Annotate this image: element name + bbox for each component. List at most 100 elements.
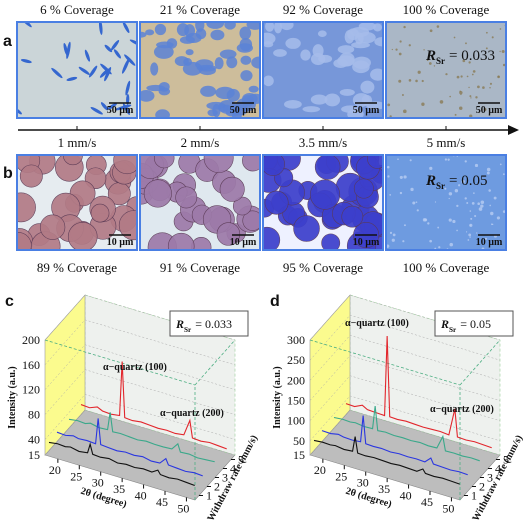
crystal — [219, 49, 237, 59]
crystal — [110, 39, 120, 51]
speck — [482, 86, 485, 89]
box-edge — [44, 339, 196, 386]
crystal — [285, 37, 301, 49]
crystal — [273, 49, 287, 57]
ratio-symbol: R — [175, 317, 184, 331]
peak-annotation: α−quartz (100) — [103, 362, 167, 373]
speck — [459, 106, 463, 110]
image-border — [385, 154, 507, 251]
speck — [478, 207, 483, 211]
cell — [17, 192, 36, 223]
crystal — [90, 106, 103, 115]
crystal — [210, 29, 225, 41]
speck — [415, 201, 418, 204]
x-tick-label: 20 — [314, 463, 326, 477]
speck — [429, 239, 433, 243]
speck — [483, 107, 487, 112]
x-tick-label: 30 — [357, 476, 369, 490]
x-tick-label: 45 — [421, 495, 433, 509]
speck — [427, 222, 430, 225]
crystal — [104, 44, 113, 53]
speck — [453, 36, 456, 39]
speck — [467, 239, 470, 241]
image-bg — [386, 155, 506, 250]
x-tick-label: 50 — [177, 501, 189, 515]
speck — [397, 158, 399, 161]
speck — [499, 163, 502, 166]
speck — [410, 187, 414, 192]
peak-annotation: α−quartz (200) — [160, 408, 224, 419]
crystal — [98, 22, 103, 35]
image-border — [262, 21, 384, 119]
peak-annotation: α−quartz (200) — [430, 404, 494, 415]
crystal — [240, 70, 253, 82]
micrograph — [140, 155, 260, 250]
x-tick-label: 35 — [113, 482, 125, 496]
speck — [398, 79, 402, 83]
crystal — [317, 30, 327, 38]
speck — [421, 102, 425, 106]
grid-line — [44, 319, 236, 366]
speck — [403, 109, 407, 114]
speck — [436, 25, 440, 28]
speck — [459, 90, 461, 93]
speck — [454, 189, 459, 193]
x-tick-label: 40 — [400, 489, 412, 503]
xrd-trace — [80, 361, 227, 450]
ratio-sub: Sr — [436, 56, 445, 66]
xrd-trace — [313, 436, 460, 485]
crystal — [347, 108, 364, 118]
speck — [391, 238, 395, 242]
speck — [433, 65, 436, 67]
speck — [489, 204, 491, 207]
xrd-trace — [321, 415, 468, 476]
crystal — [215, 86, 235, 100]
micrograph — [17, 155, 137, 250]
speck — [395, 48, 398, 51]
ratio-value: = 0.033 — [195, 317, 232, 331]
cell — [67, 221, 98, 250]
speck — [417, 70, 421, 74]
speck — [480, 200, 485, 205]
ratio-label: RSr = 0.05 — [440, 317, 491, 334]
x-tick-label: 20 — [49, 463, 61, 477]
crystal — [236, 43, 253, 53]
speck — [475, 96, 478, 99]
crystal — [263, 75, 274, 87]
speck — [502, 63, 506, 67]
speck — [454, 113, 457, 116]
grid-line — [309, 375, 501, 421]
speck — [468, 233, 472, 237]
crystal — [195, 28, 207, 40]
ratio-box — [169, 310, 249, 337]
crystal — [107, 103, 118, 110]
crystal — [246, 22, 260, 30]
z-tick-label: 5 — [503, 453, 509, 467]
speck — [474, 215, 477, 218]
speck — [428, 62, 432, 65]
crystal — [344, 30, 355, 44]
crystal — [218, 104, 229, 113]
speck — [464, 160, 467, 163]
speck — [434, 201, 437, 203]
speck — [403, 25, 406, 29]
y-tick-label: 40 — [28, 432, 40, 446]
speck — [485, 31, 488, 34]
speck — [389, 194, 392, 196]
crystal — [339, 89, 355, 96]
ratio-symbol: R — [425, 48, 436, 64]
crystal — [114, 104, 132, 111]
speck — [470, 217, 473, 220]
speck — [403, 175, 407, 179]
scale-bar-label: 50 µm — [107, 105, 134, 116]
coverage-caption: 6 % Coverage — [40, 2, 114, 17]
z-tick-label: 3 — [222, 471, 228, 485]
speck — [412, 201, 416, 205]
ratio-symbol: R — [425, 173, 436, 189]
speck — [466, 75, 469, 78]
ratio-label: RSr = 0.033 — [175, 317, 232, 334]
speck — [499, 50, 501, 53]
crystal — [279, 22, 294, 31]
speck — [477, 202, 480, 206]
